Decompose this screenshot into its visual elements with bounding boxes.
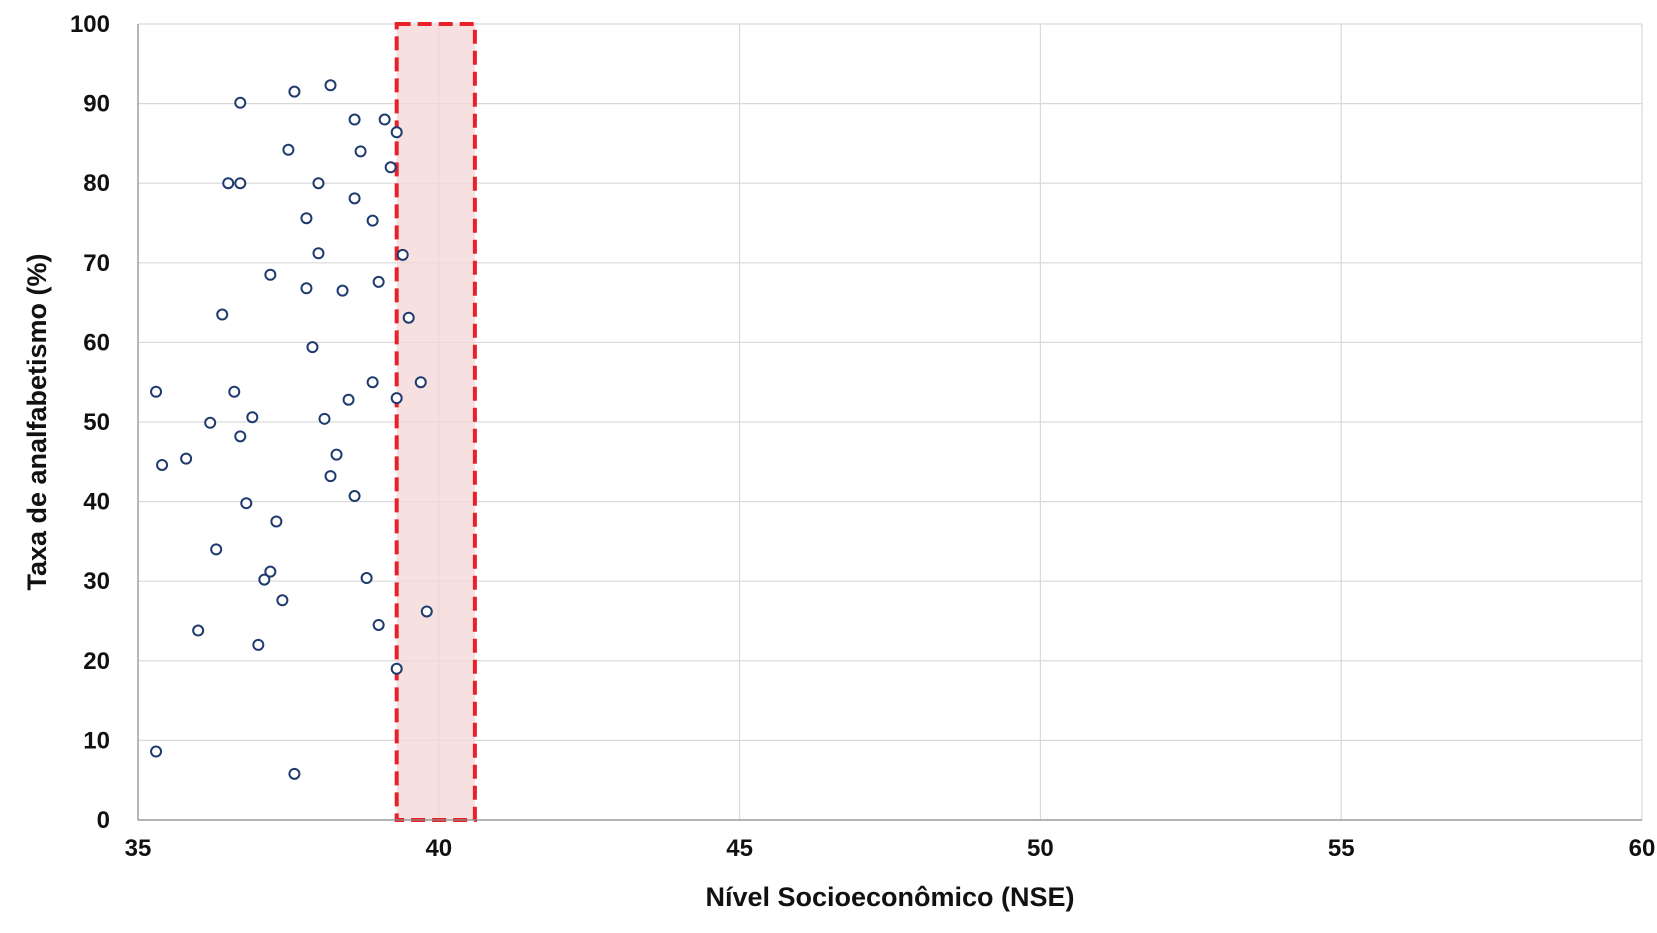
y-tick-label: 40 <box>83 489 110 516</box>
y-tick-label: 50 <box>83 409 110 436</box>
y-tick-label: 60 <box>83 329 110 356</box>
data-point <box>342 393 355 406</box>
data-point <box>252 638 265 651</box>
data-point <box>324 470 337 483</box>
data-point <box>264 268 277 281</box>
data-point <box>222 177 235 190</box>
data-point <box>372 618 385 631</box>
data-point <box>402 311 415 324</box>
data-point <box>378 113 391 126</box>
data-points <box>150 79 433 780</box>
y-tick-label: 0 <box>97 807 110 834</box>
y-tick-label: 10 <box>83 727 110 754</box>
data-point <box>420 605 433 618</box>
data-point <box>150 745 163 758</box>
data-point <box>288 767 301 780</box>
data-point <box>300 212 313 225</box>
x-tick-label: 35 <box>125 835 152 862</box>
data-point <box>366 376 379 389</box>
y-tick-label: 80 <box>83 170 110 197</box>
data-point <box>414 376 427 389</box>
x-tick-label: 40 <box>425 835 452 862</box>
x-tick-label: 60 <box>1629 835 1656 862</box>
data-point <box>156 458 169 471</box>
highlight-region <box>394 22 477 822</box>
y-tick-label: 90 <box>83 91 110 118</box>
data-point <box>360 572 373 585</box>
tick-labels: 35 40 45 50 55 60 0 10 20 30 40 50 60 70 80 90 100 <box>70 11 1655 862</box>
data-point <box>390 126 403 139</box>
data-point <box>348 192 361 205</box>
data-point <box>306 341 319 354</box>
data-point <box>192 624 205 637</box>
data-point <box>348 113 361 126</box>
data-point <box>216 308 229 321</box>
x-axis-title: Nível Socioeconômico (NSE) <box>705 882 1074 912</box>
data-point <box>396 248 409 261</box>
data-point <box>288 85 301 98</box>
data-point <box>390 392 403 405</box>
data-point <box>264 565 277 578</box>
data-point <box>270 515 283 528</box>
data-point <box>324 79 337 92</box>
highlight-layer <box>394 22 477 822</box>
data-point <box>234 430 247 443</box>
data-point <box>384 161 397 174</box>
y-tick-label: 30 <box>83 568 110 595</box>
data-point <box>372 275 385 288</box>
data-point <box>390 662 403 675</box>
x-tick-label: 55 <box>1328 835 1355 862</box>
y-tick-label: 100 <box>70 11 110 38</box>
x-tick-label: 50 <box>1027 835 1054 862</box>
axes <box>137 24 1642 821</box>
data-point <box>312 177 325 190</box>
data-point <box>366 214 379 227</box>
data-point <box>228 385 241 398</box>
y-axis-title: Taxa de analfabetismo (%) <box>22 253 52 590</box>
data-point <box>234 96 247 109</box>
data-point <box>348 490 361 503</box>
y-tick-label: 20 <box>83 648 110 675</box>
data-point <box>276 594 289 607</box>
y-tick-label: 70 <box>83 250 110 277</box>
data-point <box>204 416 217 429</box>
data-point <box>180 452 193 465</box>
data-point <box>330 448 343 461</box>
data-point <box>240 497 253 510</box>
data-point <box>258 573 271 586</box>
x-tick-label: 45 <box>726 835 753 862</box>
data-point <box>336 284 349 297</box>
data-point <box>300 282 313 295</box>
data-point <box>318 412 331 425</box>
data-point <box>354 145 367 158</box>
data-point <box>312 247 325 260</box>
data-point <box>150 385 163 398</box>
data-point <box>210 543 223 556</box>
data-point <box>282 143 295 156</box>
data-point <box>234 177 247 190</box>
data-point <box>246 411 259 424</box>
